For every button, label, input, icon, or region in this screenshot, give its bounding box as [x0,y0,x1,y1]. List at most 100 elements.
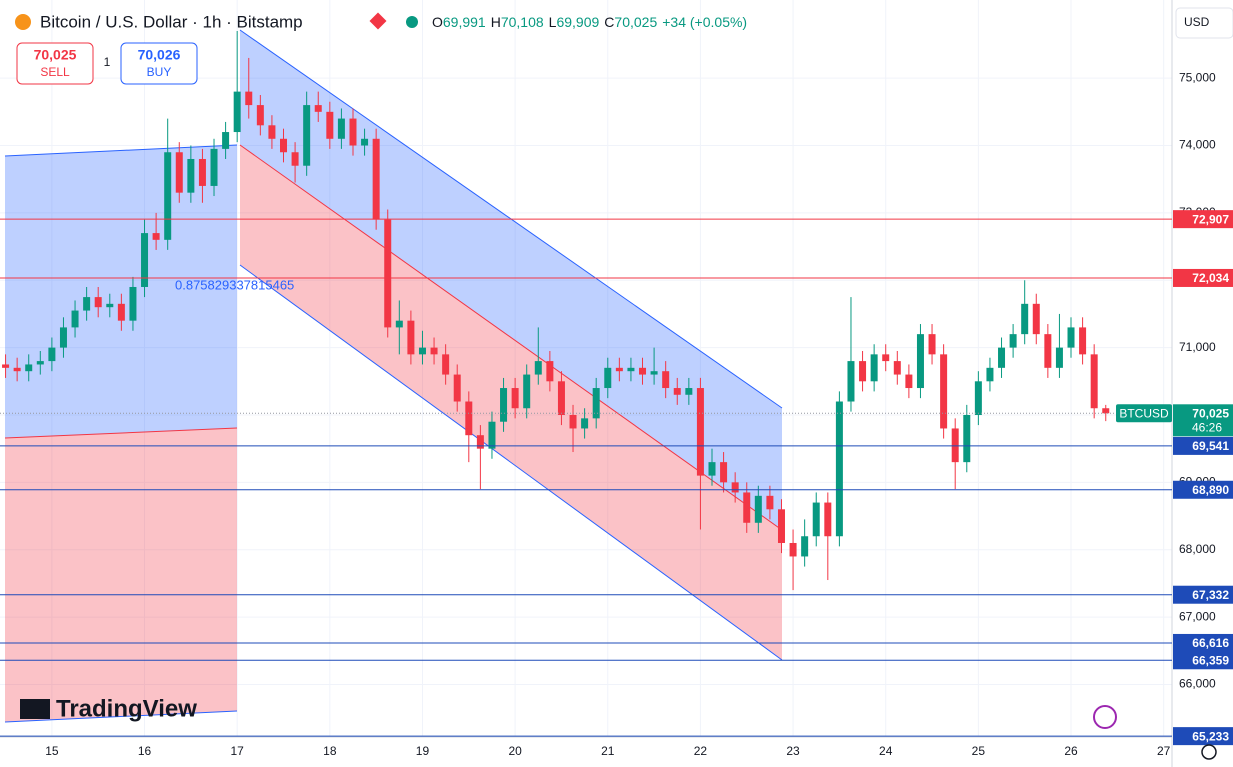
ohlc-part: +34 (+0.05%) [662,14,747,30]
level-label: 72,034 [1192,271,1229,285]
buy-label[interactable]: BUY [147,65,172,79]
sell-label[interactable]: SELL [40,65,70,79]
candle-body [430,347,438,355]
x-tick-label: 27 [1157,744,1171,758]
buy-price[interactable]: 70,026 [138,47,181,63]
channel-line [239,264,783,661]
channel-line [239,144,783,531]
ohlc-readout: O69,991 H70,108 L69,909 C70,025 +34 (+0.05%) [432,14,747,30]
y-tick-label: 68,000 [1179,542,1216,556]
candle-body [789,542,797,557]
candle-body [152,233,160,240]
ohlc-part: L [549,14,557,30]
channel-line [4,427,238,439]
level-tag [1173,633,1233,652]
ohlc-part: C [604,14,614,30]
candle-body [662,371,670,389]
candle-body [337,118,345,139]
x-tick-label: 16 [138,744,152,758]
candle-body [106,303,114,308]
candle-body [882,354,890,362]
candle-body [407,320,415,355]
channel-lower [5,428,237,722]
sell-button[interactable] [16,42,94,85]
candle-body [500,388,508,422]
candle-body [986,367,994,382]
candle-body [83,297,91,311]
level-tag [1173,436,1233,455]
level-label: 66,616 [1192,636,1229,650]
level-tag [1173,268,1233,287]
sell-price[interactable]: 70,025 [34,47,77,63]
candle-body [418,347,426,355]
candle-body [1044,334,1052,368]
settings-icon[interactable] [1201,744,1217,760]
candle-body [476,435,484,449]
spread: 1 [104,55,111,69]
candle-body [361,138,369,146]
x-tick-label: 24 [879,744,893,758]
channel-upper [5,145,237,438]
y-tick-label: 75,000 [1179,70,1216,84]
candle-body [754,495,762,523]
level-label: 66,359 [1192,653,1229,667]
candle-body [1067,327,1075,348]
candle-body [963,414,971,463]
candle-body [859,361,867,382]
candle-body [175,152,183,193]
candle-body [557,381,565,415]
flag-icon [369,12,387,30]
candle-body [581,418,589,429]
assistant-icon[interactable] [1093,705,1117,729]
level-tag [1173,210,1233,229]
candle-body [974,381,982,415]
candle-body [2,364,10,368]
candle-body [696,388,704,476]
candle-body [141,233,149,287]
currency[interactable]: USD [1184,15,1210,29]
candle-body [117,303,125,321]
symbol-title: Bitcoin / U.S. Dollar · 1h · Bitstamp [40,12,303,31]
candle-body [1055,347,1063,368]
x-tick-label: 17 [230,744,244,758]
x-tick-label: 18 [323,744,337,758]
candle-body [1090,354,1098,409]
last-price-label: 70,025 [1192,406,1229,420]
candle-body [129,286,137,321]
level-tag [1173,727,1233,746]
candle-body [743,492,751,523]
buy-button[interactable] [120,42,198,85]
candle-body [349,118,357,146]
ohlc-part: H [491,14,501,30]
y-tick-label: 66,000 [1179,677,1216,691]
candle-body [256,105,264,126]
channel-line [4,144,238,157]
candle-body [569,414,577,429]
candle-body [615,367,623,372]
candle-body [731,482,739,493]
candle-body [870,354,878,382]
candle-body [210,148,218,186]
channel-line [4,710,238,723]
currency-button[interactable] [1175,7,1233,39]
candle-body [766,495,774,510]
candle-body [673,388,681,395]
candle-body [905,374,913,389]
candle-body [164,152,172,240]
candle-body [592,388,600,419]
channel-label: 0.875829337815465 [175,277,294,292]
ohlc-part: 69,909 [556,14,599,30]
x-tick-label: 20 [508,744,522,758]
candle-body [94,297,102,308]
y-tick-label: 71,000 [1179,340,1216,354]
candle-body [280,138,288,153]
level-label: 65,233 [1192,729,1229,743]
overlay: Bitcoin / U.S. Dollar · 1h · Bitstamp O6… [15,7,1233,760]
candle-body [639,367,647,375]
level-label: 68,890 [1192,483,1229,497]
ohlc-part: 70,108 [501,14,544,30]
candle-body [25,364,33,372]
candle-body [801,536,809,557]
level-tag [1173,480,1233,499]
